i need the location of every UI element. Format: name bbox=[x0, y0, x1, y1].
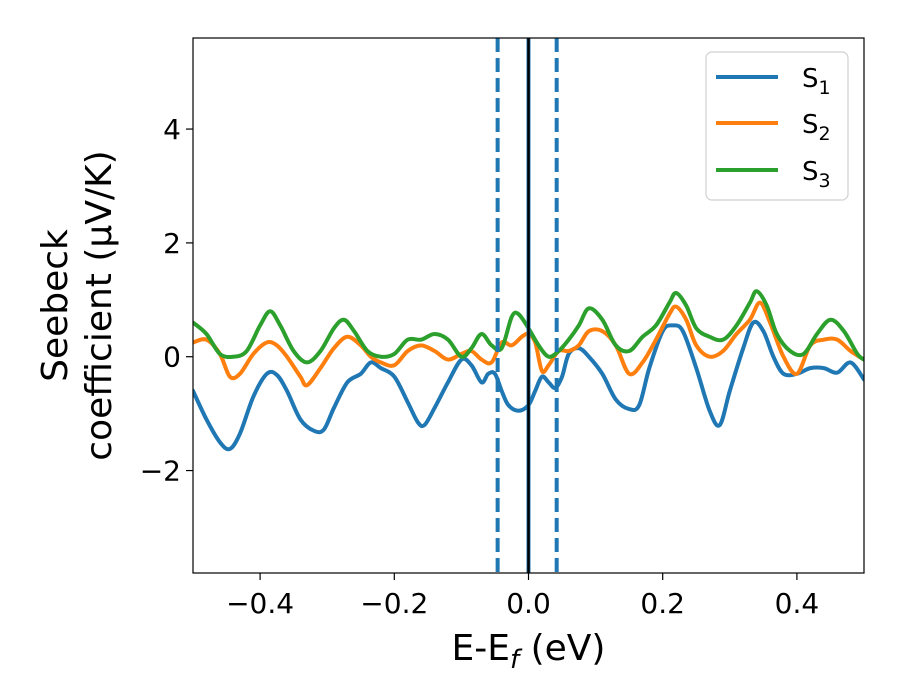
y-tick-label: 4 bbox=[163, 113, 181, 146]
x-axis: −0.4 −0.2 0.0 0.2 0.4 bbox=[226, 573, 819, 620]
x-axis-title: E-Ef (eV) bbox=[452, 628, 606, 675]
legend: S1 S2 S3 bbox=[705, 51, 849, 201]
y-tick-label: 2 bbox=[163, 227, 181, 260]
x-tick-label: −0.2 bbox=[360, 587, 428, 620]
x-tick-label: 0.4 bbox=[775, 587, 820, 620]
vline-layer bbox=[495, 38, 559, 573]
legend-label-s1: S1 bbox=[802, 64, 831, 99]
x-tick-label: −0.4 bbox=[226, 587, 294, 620]
y-axis: −2 0 2 4 bbox=[140, 113, 193, 488]
y-axis-title: Seebeck coefficient (μV/K) bbox=[35, 150, 120, 460]
y-tick-label: −2 bbox=[140, 455, 181, 488]
series-line-s3 bbox=[193, 289, 864, 365]
x-tick-label: 0.0 bbox=[506, 587, 551, 620]
y-tick-label: 0 bbox=[163, 341, 181, 374]
legend-label-s2: S2 bbox=[802, 110, 831, 145]
legend-label-s3: S3 bbox=[802, 157, 831, 192]
legend-box bbox=[705, 51, 849, 201]
x-tick-label: 0.2 bbox=[640, 587, 685, 620]
y-axis-title-line2: coefficient (μV/K) bbox=[79, 150, 120, 460]
y-axis-title-line1: Seebeck bbox=[35, 229, 76, 382]
